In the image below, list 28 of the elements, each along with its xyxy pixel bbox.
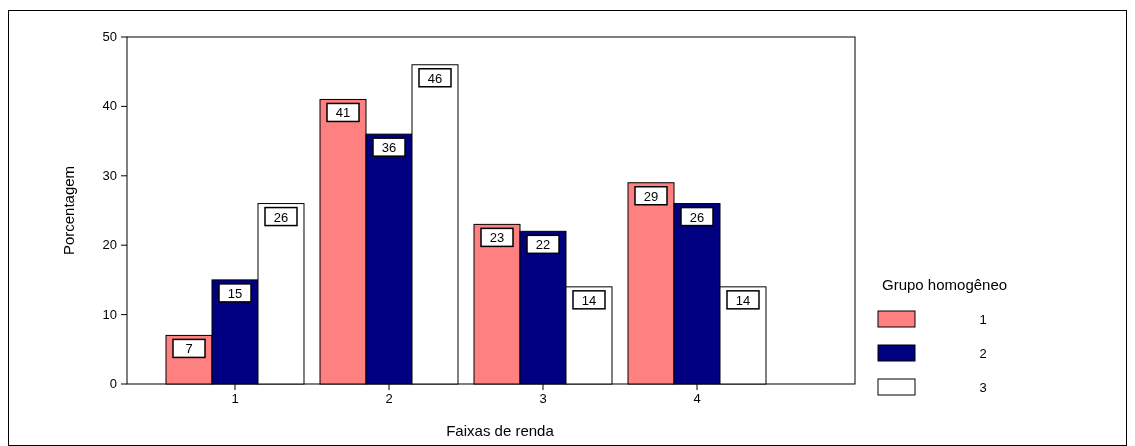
y-tick-label: 50 (102, 29, 117, 44)
y-tick-label: 20 (102, 237, 117, 253)
x-tick-label: 1 (231, 391, 239, 406)
data-label: 14 (735, 292, 751, 308)
x-tick-label: 3 (539, 391, 547, 406)
data-label: 26 (689, 209, 705, 225)
text: 2 (979, 346, 987, 361)
text: 1 (979, 312, 987, 327)
data-label: 36 (381, 140, 397, 156)
data-label: 15 (227, 285, 243, 301)
data-label: 29 (643, 188, 659, 204)
data-label: 7 (185, 341, 193, 357)
y-axis-title: Porcentagem (60, 165, 77, 256)
y-tick-label: 40 (102, 98, 117, 114)
data-label: 23 (489, 230, 505, 246)
y-tick-label: 10 (102, 306, 117, 322)
data-label: 41 (335, 105, 351, 121)
data-label: 22 (535, 237, 551, 253)
legend-title: Grupo homogêneo (882, 276, 1008, 293)
data-label: 26 (273, 209, 289, 225)
data-label: 46 (427, 70, 443, 86)
x-tick-label: 2 (385, 391, 393, 406)
x-tick-label: 4 (693, 391, 701, 406)
data-label: 14 (581, 292, 597, 308)
y-tick-label: 30 (102, 167, 117, 183)
y-tick-label: 0 (109, 376, 117, 391)
text: 3 (979, 380, 987, 395)
x-axis-title: Faixas de renda (446, 422, 555, 439)
